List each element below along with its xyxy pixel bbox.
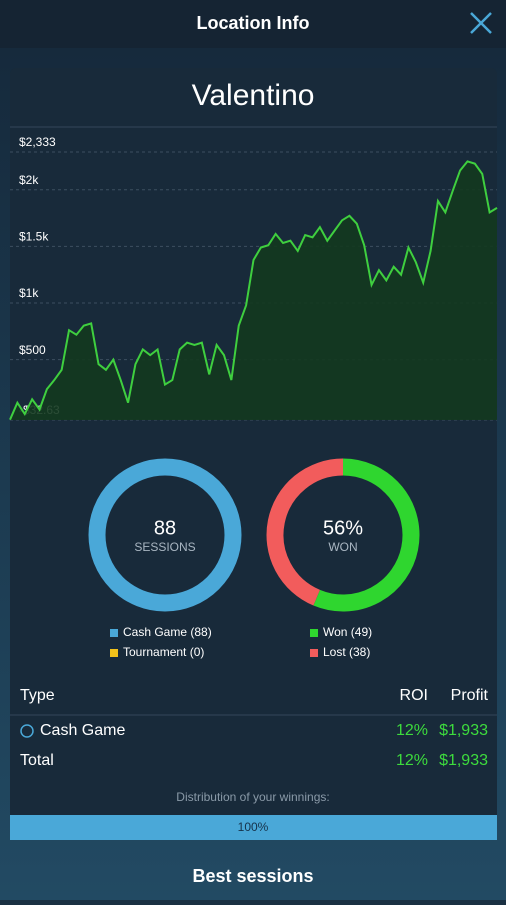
y-tick-label: $500: [19, 343, 46, 357]
distribution-bar-label: 100%: [238, 820, 269, 834]
row-type: Cash Game: [40, 722, 125, 739]
donut-center-value: 88: [154, 517, 176, 539]
location-name: Valentino: [192, 79, 315, 112]
table-header: Profit: [451, 687, 489, 704]
profit-line: [9, 160, 498, 421]
close-button[interactable]: [470, 12, 492, 34]
legend-swatch: [110, 649, 118, 657]
legend-label: Cash Game (88): [123, 625, 212, 639]
y-tick-label: $1.5k: [19, 230, 49, 244]
distribution-label: Distribution of your winnings:: [176, 790, 329, 804]
cash-icon: [20, 724, 34, 738]
y-tick-label: $2k: [19, 173, 39, 187]
table-header: ROI: [400, 687, 428, 704]
donut-slice: [88, 458, 242, 612]
legend-label: Lost (38): [323, 645, 370, 659]
y-tick-label: $1k: [19, 286, 39, 300]
profit-chart: -$32.63$500$1k$1.5k$2k$2,333: [9, 135, 498, 421]
footer-title: Best sessions: [192, 866, 313, 886]
donut-center-label: WON: [328, 540, 357, 554]
table-header: Type: [20, 687, 55, 704]
header-bar: [0, 0, 506, 48]
legend-label: Tournament (0): [123, 645, 204, 659]
header-title: Location Info: [197, 13, 310, 33]
legend-swatch: [110, 629, 118, 637]
donut-slice: [313, 458, 420, 612]
legend-swatch: [310, 629, 318, 637]
donut-slice: [266, 458, 344, 606]
row-profit: $1,933: [439, 722, 488, 739]
card: [10, 68, 497, 840]
legend-label: Won (49): [323, 625, 372, 639]
total-roi: 12%: [396, 752, 428, 769]
total-type: Total: [20, 752, 54, 769]
distribution-bar: [10, 815, 497, 840]
area-fill: [10, 161, 497, 420]
row-roi: 12%: [396, 722, 428, 739]
total-profit: $1,933: [439, 752, 488, 769]
donut-center-label: SESSIONS: [134, 540, 195, 554]
y-tick-label: $2,333: [19, 135, 56, 149]
donut-center-value: 56%: [323, 517, 363, 539]
legend-swatch: [310, 649, 318, 657]
